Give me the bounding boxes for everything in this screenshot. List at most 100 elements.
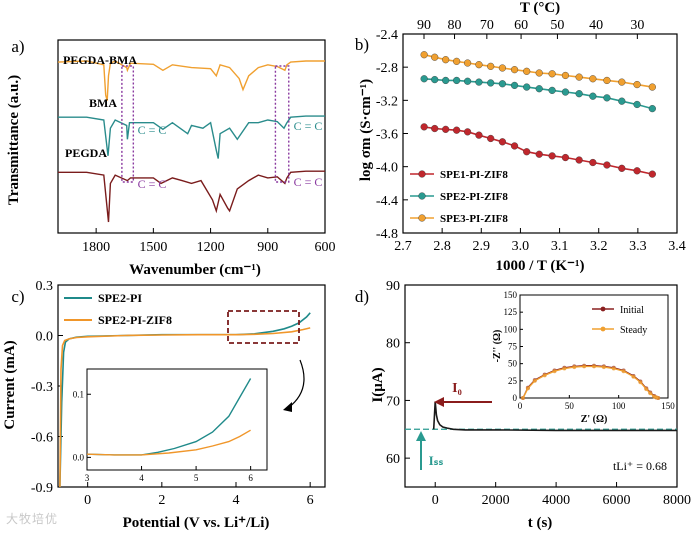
data-point <box>431 124 439 133</box>
inset-data-point <box>532 378 537 383</box>
plot-frame <box>57 39 326 234</box>
y-tick-label: 0.0 <box>36 330 54 345</box>
highlight-box <box>121 65 135 183</box>
data-point <box>453 57 461 65</box>
inset-legend-label: Initial <box>620 305 644 316</box>
x-tick-label: 2 <box>158 493 165 508</box>
panel-d: 0 2000 4000 6000 8000 60 70 80 90 d) t (s) I(μA) I₀ I… <box>355 279 691 531</box>
series-line <box>58 115 325 159</box>
data-point <box>463 59 472 67</box>
data-point <box>487 62 495 70</box>
data-point <box>648 83 656 91</box>
data-point <box>633 80 641 89</box>
y-tick-label: -4.4 <box>376 194 398 209</box>
data-point <box>548 86 556 94</box>
inset-data-point <box>525 386 530 391</box>
data-point <box>475 131 483 139</box>
data-point <box>561 88 570 96</box>
y-tick-label: 90 <box>386 279 400 294</box>
y-tick-label: -3.6 <box>376 128 398 143</box>
x-tick-label: 4000 <box>542 493 570 508</box>
arrow-head <box>283 402 292 412</box>
data-point <box>589 92 597 100</box>
inset-data-point <box>552 369 557 374</box>
inset-frame <box>519 294 669 399</box>
x-tick-label: 1500 <box>139 240 167 255</box>
watermark: 大牧培优 <box>6 512 59 526</box>
inset-data-point <box>621 369 626 374</box>
data-point <box>431 53 439 61</box>
y-tick-label: -3.2 <box>376 94 398 109</box>
data-point <box>420 75 428 83</box>
data-point <box>463 128 472 136</box>
x-tick-label: 3.2 <box>590 239 608 254</box>
inset-series-line <box>86 429 251 456</box>
annotation-label: C = C <box>138 123 167 137</box>
top-x-tick-label: 60 <box>514 18 528 33</box>
annotation-label: C = C <box>294 119 323 133</box>
data-point <box>442 125 450 133</box>
data-point <box>548 70 556 78</box>
top-x-tick-label: 80 <box>448 18 462 33</box>
inset-x-axis-label: Z' (Ω) <box>581 414 608 425</box>
x-tick-label: 2.9 <box>473 239 491 254</box>
x-axis-label: 1000 / T (K⁻¹) <box>496 258 585 274</box>
x-tick-label: 0 <box>432 493 439 508</box>
x-tick-label: 8000 <box>663 493 691 508</box>
data-point <box>589 75 597 83</box>
series-line <box>432 401 677 432</box>
inset-x-tick-label: 3 <box>85 473 90 483</box>
highlight-box <box>227 310 300 344</box>
y-tick-label: -0.9 <box>31 481 53 496</box>
y-tick-label: -2.8 <box>376 61 398 76</box>
y-tick-label: -0.3 <box>31 380 53 395</box>
inset-x-tick-label: 100 <box>612 401 626 411</box>
data-point <box>535 85 543 93</box>
data-point <box>463 77 472 85</box>
inset-legend-marker <box>600 326 606 332</box>
y-tick-label: 60 <box>386 452 400 467</box>
iss-label: Iₛₛ <box>429 453 444 468</box>
inset-data-point <box>582 364 587 369</box>
data-point <box>475 78 483 86</box>
panel-b: 2.7 2.8 2.9 3.0 3.1 3.2 3.3 3.4 -4.8 -4.4 -4.0 -3.6… <box>355 0 686 274</box>
inset-y-tick-label: 0.1 <box>73 389 84 399</box>
data-point <box>535 69 543 77</box>
inset-y-tick-label: 25 <box>508 376 518 386</box>
top-x-tick-label: 50 <box>550 18 564 33</box>
series-line <box>57 60 325 101</box>
data-point <box>618 97 626 105</box>
data-point <box>420 123 428 131</box>
inset-x-tick-label: 50 <box>565 401 575 411</box>
data-point <box>589 158 597 167</box>
panel-label: c) <box>11 287 24 306</box>
x-tick-label: 600 <box>315 240 336 255</box>
data-point <box>498 138 507 146</box>
inset-y-tick-label: 125 <box>504 307 518 317</box>
inset-data-point <box>520 396 525 400</box>
data-point <box>523 148 531 156</box>
y-axis-label: Transmittance (a.u.) <box>6 75 22 205</box>
inset-data-point <box>572 365 577 370</box>
legend-marker <box>418 214 426 222</box>
y-axis-label: I(μA) <box>370 367 386 402</box>
data-point <box>648 105 656 113</box>
data-point <box>561 71 570 80</box>
x-tick-label: 2.8 <box>433 239 451 254</box>
data-point <box>510 81 519 90</box>
inset-legend-marker <box>600 306 606 312</box>
annotation-label: C = C <box>138 177 167 191</box>
i0-label: I₀ <box>452 381 462 396</box>
series-label: PEGDA-BMA <box>63 53 137 67</box>
annotation-label: C = C <box>294 175 323 189</box>
y-tick-label: -2.4 <box>376 28 398 43</box>
inset-data-point <box>644 387 649 392</box>
inset-y-axis-label: -Z'' (Ω) <box>492 330 503 363</box>
inset-y-tick-label: 150 <box>504 290 518 300</box>
plot-frame <box>402 33 678 234</box>
data-point <box>603 161 611 169</box>
highlight-box <box>274 65 290 183</box>
inset-x-tick-label: 5 <box>194 473 199 483</box>
inset-x-tick-label: 150 <box>661 401 675 411</box>
